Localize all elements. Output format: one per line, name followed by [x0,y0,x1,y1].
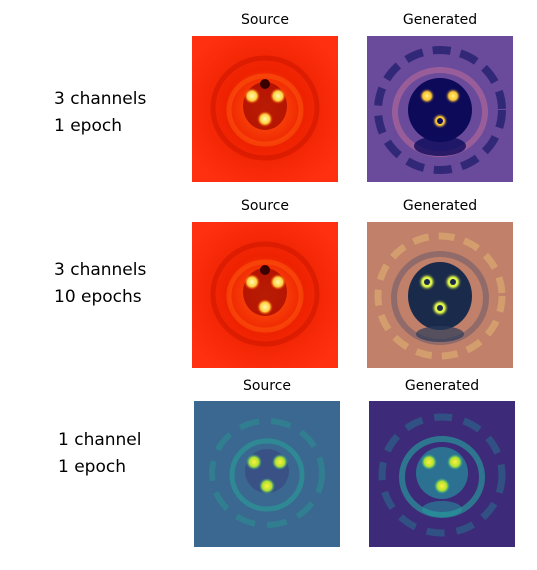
generated-title: Generated [402,198,478,214]
source-title: Source [240,12,290,28]
row-label-line1: 3 channels [54,260,147,280]
row-label-1ch-1ep: 1 channel 1 epoch [58,427,142,481]
generated-title: Generated [404,378,480,394]
source-title: Source [240,198,290,214]
generated-image-row1 [367,36,513,182]
generated-title: Generated [402,12,478,28]
source-image-row3 [194,401,340,547]
generated-image-row3 [369,401,515,547]
source-title: Source [242,378,292,394]
row-label-3ch-1ep: 3 channels 1 epoch [54,86,146,140]
row-label-line1: 3 channels [54,89,147,109]
row-label-line2: 10 epochs [54,287,142,307]
source-image-row2 [192,222,338,368]
source-image-row1 [192,36,338,182]
row-label-line2: 1 epoch [58,457,126,477]
row-label-line2: 1 epoch [54,116,122,136]
generated-image-row2 [367,222,513,368]
row-label-3ch-10ep: 3 channels 10 epochs [54,257,146,311]
row-label-line1: 1 channel [58,430,142,450]
